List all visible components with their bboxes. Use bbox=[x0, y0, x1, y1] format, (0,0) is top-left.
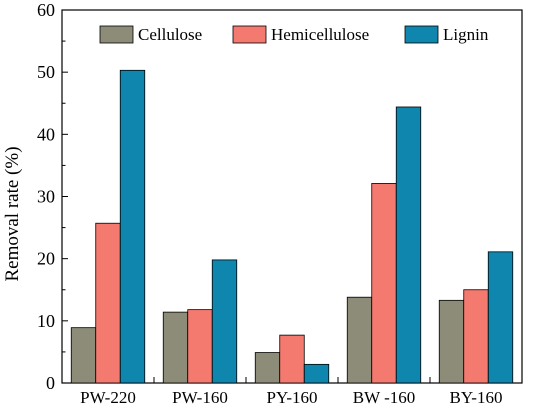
bar-cellulose-1 bbox=[70, 327, 97, 384]
legend-swatch-cellulose bbox=[99, 25, 134, 44]
y-tick-label: 10 bbox=[37, 311, 55, 331]
bar-cellulose-2 bbox=[162, 311, 189, 384]
legend-label-hemicellulose: Hemicellulose bbox=[271, 25, 369, 44]
x-category-label: PY-160 bbox=[266, 388, 317, 407]
x-category-label: BW -160 bbox=[353, 388, 416, 407]
y-tick-label: 30 bbox=[37, 187, 55, 207]
legend-label-cellulose: Cellulose bbox=[138, 25, 202, 44]
x-category-label: BY-160 bbox=[450, 388, 503, 407]
x-category-label: PW-160 bbox=[172, 388, 228, 407]
bar-cellulose-5 bbox=[438, 299, 465, 384]
legend-swatch-hemicellulose bbox=[232, 25, 267, 44]
y-axis-title: Removal rate (%) bbox=[2, 146, 23, 281]
bar-hemicellulose-5 bbox=[463, 289, 489, 384]
bar-cellulose-4 bbox=[346, 296, 373, 384]
x-category-label: PW-220 bbox=[80, 388, 136, 407]
y-tick-label: 50 bbox=[37, 62, 55, 82]
bars bbox=[70, 69, 514, 384]
bar-hemicellulose-1 bbox=[95, 222, 121, 384]
bar-hemicellulose-4 bbox=[371, 183, 397, 384]
bar-lignin-2 bbox=[211, 259, 238, 384]
bar-lignin-5 bbox=[487, 251, 514, 384]
y-tick-label: 0 bbox=[46, 373, 55, 393]
bar-lignin-4 bbox=[395, 106, 422, 384]
legend-label-lignin: Lignin bbox=[443, 25, 489, 44]
bar-lignin-1 bbox=[119, 69, 146, 384]
y-tick-label: 60 bbox=[37, 0, 55, 20]
bar-lignin-3 bbox=[303, 363, 330, 384]
y-tick-label: 20 bbox=[37, 249, 55, 269]
y-axis: 0 10 20 30 40 50 60 bbox=[37, 0, 68, 393]
bar-cellulose-3 bbox=[254, 352, 281, 384]
bar-hemicellulose-3 bbox=[279, 334, 305, 384]
y-tick-label: 40 bbox=[37, 124, 55, 144]
legend-swatch-lignin bbox=[404, 25, 439, 44]
legend: Cellulose Hemicellulose Lignin bbox=[99, 25, 489, 44]
x-axis: PW-220 PW-160 PY-160 BW -160 BY-160 bbox=[61, 377, 523, 407]
bar-hemicellulose-2 bbox=[187, 309, 213, 384]
